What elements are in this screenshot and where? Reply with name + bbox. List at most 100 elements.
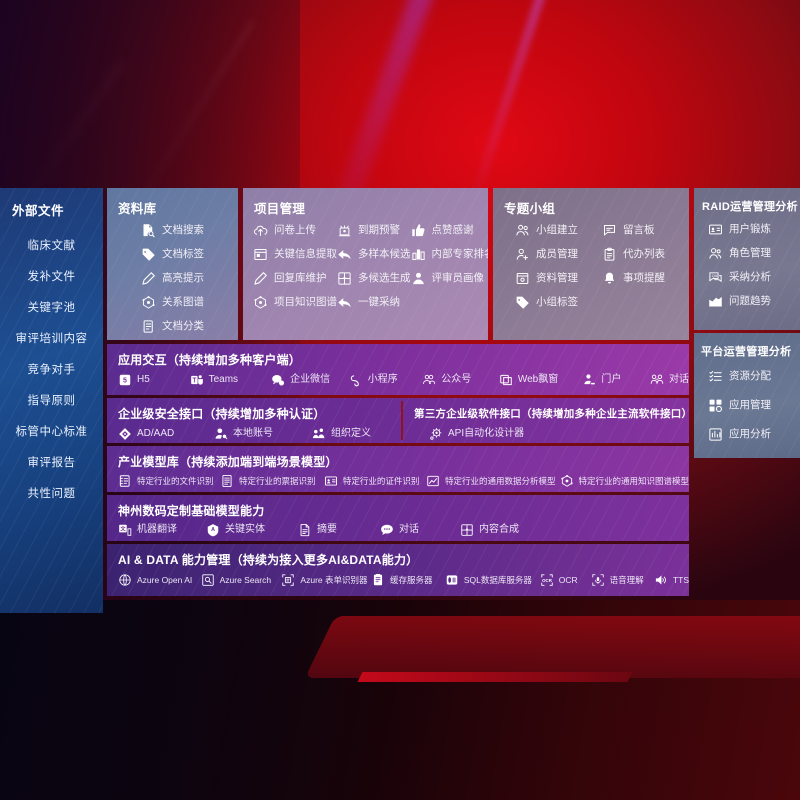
person-icon: [411, 271, 426, 286]
group-item-group-tag[interactable]: 小组标签: [515, 295, 602, 310]
sidebar-item-common-issues[interactable]: 共性问题: [27, 488, 76, 500]
group-item-todo-list[interactable]: 代办列表: [602, 247, 689, 262]
band-thirdparty-items: API自动化设计器: [401, 421, 689, 441]
band-thirdparty-title: 第三方企业级软件接口（持续增加多种企业主流软件接口）: [414, 408, 689, 420]
thirdparty-item-api-designer[interactable]: API自动化设计器: [429, 427, 524, 441]
card-library-items: 文档搜索 文档标签 高亮提示 关系图谱 文档分类: [107, 217, 238, 334]
project-item-reply-library[interactable]: 回复库维护: [253, 271, 337, 286]
security-item-ad-aad[interactable]: AD/AAD: [118, 427, 214, 441]
project-item-label: 一键采纳: [358, 296, 400, 309]
project-item-questionnaire-upload[interactable]: 问卷上传: [253, 223, 337, 238]
industry-item-file-recognition[interactable]: 特定行业的文件识别: [118, 474, 220, 488]
card-project-items: 问卷上传 关键信息提取 回复库维护 项目知识图谱 到期预警: [243, 217, 488, 319]
raid-item-adoption-analysis[interactable]: QA 采纳分析: [708, 270, 800, 285]
dcits-item-content-synthesis[interactable]: 内容合成: [460, 523, 519, 537]
sidebar-item-review-report[interactable]: 审评报告: [27, 457, 76, 469]
interaction-item-portal[interactable]: 门户: [582, 373, 650, 387]
portal-icon: [582, 373, 596, 387]
aidata-item-label: Azure 表单识别器: [300, 574, 368, 585]
group-item-member-manage[interactable]: 成员管理: [515, 247, 602, 262]
interaction-item-label: 小程序: [367, 374, 398, 385]
interaction-item-teams[interactable]: Teams: [190, 373, 272, 387]
people-add-icon: [515, 223, 530, 238]
band-dcits-items: 文 机器翻译 A 关键实体 摘要 对话 内容合成: [107, 519, 689, 537]
interaction-item-web-window[interactable]: Web飘窗: [499, 373, 583, 387]
industry-item-label: 特定行业的票据识别: [239, 475, 316, 486]
raid-item-role-manage[interactable]: 角色管理: [708, 246, 800, 261]
group-item-label: 资料管理: [536, 272, 578, 285]
industry-item-id-recognition[interactable]: 特定行业的证件识别: [324, 474, 426, 488]
industry-item-knowledge-graph-model[interactable]: 特定行业的通用知识图谱模型: [560, 474, 689, 488]
aidata-item-speech[interactable]: 语音理解: [591, 573, 654, 587]
band-interaction-title: 应用交互（持续增加多种客户端）: [118, 353, 302, 367]
industry-item-data-analysis-model[interactable]: 特定行业的通用数据分析模型: [426, 474, 560, 488]
wecom-icon: [271, 373, 285, 387]
project-item-expert-ranking[interactable]: 内部专家排名: [411, 247, 488, 262]
aidata-item-sql-server[interactable]: SQL数据库服务器: [445, 573, 540, 587]
library-item-document-tag[interactable]: 文档标签: [141, 247, 238, 262]
security-item-local-account[interactable]: 本地账号: [214, 427, 312, 441]
raid-item-user-training[interactable]: 用户锻炼: [708, 222, 800, 237]
platform-item-app-analysis[interactable]: 应用分析: [708, 427, 800, 442]
group-item-message-board[interactable]: 留言板: [602, 223, 689, 238]
library-item-document-classify[interactable]: 文档分类: [141, 319, 238, 334]
library-item-relation-graph[interactable]: 关系图谱: [141, 295, 238, 310]
aidata-item-ocr[interactable]: OCR OCR: [540, 573, 591, 587]
sidebar-item-guidelines[interactable]: 指导原则: [27, 395, 76, 407]
aidata-item-azure-openai[interactable]: Azure Open AI: [118, 573, 201, 587]
interaction-item-wecom[interactable]: 企业微信: [271, 373, 349, 387]
security-item-org-definition[interactable]: 组织定义: [312, 427, 371, 441]
archive-icon: [515, 271, 530, 286]
card-library-title: 资料库: [118, 202, 157, 216]
aidata-item-tts[interactable]: TTS: [654, 573, 689, 587]
teams-icon: [190, 373, 204, 387]
group-item-reminder[interactable]: 事项提醒: [602, 271, 689, 286]
summary-doc-icon: [298, 523, 312, 537]
group-item-material-manage[interactable]: 资料管理: [515, 271, 602, 286]
aidata-item-azure-search[interactable]: Azure Search: [201, 573, 282, 587]
project-item-multi-candidate-generate[interactable]: 多候选生成: [337, 271, 411, 286]
interaction-item-label: Web飘窗: [517, 374, 559, 385]
sidebar-item-standards-center[interactable]: 标管中心标准: [15, 426, 88, 438]
sidebar-item-supplement-files[interactable]: 发补文件: [27, 271, 76, 283]
raid-item-issue-trend[interactable]: 问题趋势: [708, 294, 800, 309]
interaction-item-official-account[interactable]: 公众号: [422, 373, 499, 387]
dcits-item-summary[interactable]: 摘要: [298, 523, 380, 537]
dcits-item-key-entity[interactable]: A 关键实体: [206, 523, 298, 537]
interaction-item-h5[interactable]: 5 H5: [118, 373, 190, 387]
sidebar-item-keyword-pool[interactable]: 关键字池: [27, 302, 76, 314]
search-box-icon: [201, 573, 215, 587]
project-item-reviewer-profile[interactable]: 评审员画像: [411, 271, 489, 286]
project-item-knowledge-graph[interactable]: 项目知识图谱: [253, 295, 337, 310]
project-item-due-alert[interactable]: 到期预警: [337, 223, 411, 238]
project-item-multi-sample-candidates[interactable]: 多样本候选: [337, 247, 411, 262]
speech-icon: [591, 573, 605, 587]
platform-item-app-manage[interactable]: 应用管理: [708, 398, 800, 413]
project-item-one-click-adopt[interactable]: 一键采纳: [337, 295, 411, 310]
person-key-icon: [214, 427, 228, 441]
message-board-icon: [602, 223, 617, 238]
interaction-item-dialog[interactable]: 对话: [650, 373, 689, 387]
sidebar-item-clinical-literature[interactable]: 临床文献: [27, 240, 76, 252]
svg-text:OCR: OCR: [542, 578, 553, 583]
project-item-key-info-extract[interactable]: 关键信息提取: [253, 247, 337, 262]
project-item-label: 评审员画像: [431, 272, 485, 285]
project-item-like-thanks[interactable]: 点赞感谢: [411, 223, 489, 238]
interaction-item-miniprogram[interactable]: 小程序: [349, 373, 423, 387]
project-column-3: 点赞感谢 内部专家排名 评审员画像: [411, 223, 489, 319]
platform-item-resource-allocation[interactable]: 资源分配: [708, 369, 800, 384]
library-item-document-search[interactable]: 文档搜索: [141, 223, 238, 238]
group-item-create-group[interactable]: 小组建立: [515, 223, 602, 238]
library-item-highlight[interactable]: 高亮提示: [141, 271, 238, 286]
sidebar-item-competitors[interactable]: 竞争对手: [27, 364, 76, 376]
band-industry: 产业模型库（持续添加端到端场景模型） 特定行业的文件识别 特定行业的票据识别 特…: [107, 446, 689, 492]
sidebar-item-review-training[interactable]: 审评培训内容: [15, 333, 88, 345]
dcits-item-machine-translation[interactable]: 文 机器翻译: [118, 523, 206, 537]
id-card-icon: [324, 474, 338, 488]
industry-item-receipt-recognition[interactable]: 特定行业的票据识别: [220, 474, 324, 488]
aidata-item-cache-server[interactable]: 缓存服务器: [371, 573, 445, 587]
aidata-item-form-recognizer[interactable]: Azure 表单识别器: [281, 573, 371, 587]
band-dcits-title: 神州数码定制基础模型能力: [118, 504, 265, 518]
dcits-item-dialog[interactable]: 对话: [380, 523, 460, 537]
card-group-items: 小组建立 成员管理 资料管理 小组标签 留言板: [493, 217, 689, 319]
